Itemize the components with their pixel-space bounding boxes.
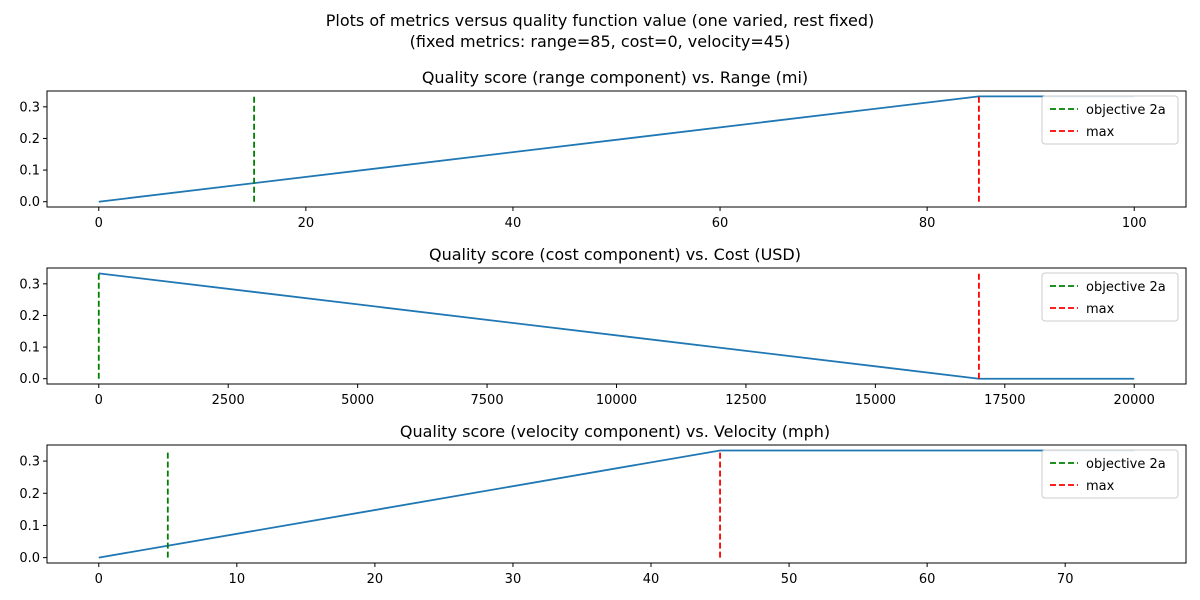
range-quality-line — [99, 96, 1134, 201]
cost-xtick-label: 12500 — [725, 393, 766, 408]
cost-subplot: Quality score (cost component) vs. Cost … — [19, 245, 1186, 408]
cost-ytick-label: 0.1 — [19, 341, 40, 356]
cost-xtick-label: 20000 — [1114, 393, 1155, 408]
cost-xtick-label: 15000 — [855, 393, 896, 408]
velocity-axes-frame — [47, 445, 1186, 563]
cost-axes-frame — [47, 268, 1186, 384]
range-xtick-label: 100 — [1122, 216, 1147, 231]
cost-xtick-label: 0 — [95, 393, 103, 408]
cost-ytick-label: 0.3 — [19, 277, 40, 292]
velocity-subplot-title: Quality score (velocity component) vs. V… — [400, 422, 830, 441]
velocity-ytick-label: 0.3 — [19, 455, 40, 470]
velocity-ytick-label: 0.0 — [19, 551, 40, 566]
cost-ytick-label: 0.2 — [19, 309, 40, 324]
cost-xtick-label: 7500 — [471, 393, 504, 408]
velocity-legend-label: objective 2a — [1086, 457, 1166, 472]
cost-legend-label: max — [1086, 302, 1115, 317]
range-xtick-label: 40 — [505, 216, 522, 231]
suptitle-line2: (fixed metrics: range=85, cost=0, veloci… — [410, 32, 791, 51]
range-xtick-label: 20 — [298, 216, 315, 231]
velocity-xtick-label: 70 — [1057, 572, 1074, 587]
velocity-xtick-label: 10 — [229, 572, 246, 587]
range-ytick-label: 0.3 — [19, 100, 40, 115]
cost-legend-label: objective 2a — [1086, 280, 1166, 295]
range-xtick-label: 60 — [712, 216, 729, 231]
velocity-subplot: Quality score (velocity component) vs. V… — [19, 422, 1186, 587]
velocity-xtick-label: 0 — [95, 572, 103, 587]
cost-xtick-label: 5000 — [341, 393, 374, 408]
velocity-quality-line — [99, 450, 1134, 557]
range-axes-frame — [47, 91, 1186, 207]
velocity-xtick-label: 20 — [367, 572, 384, 587]
cost-subplot-title: Quality score (cost component) vs. Cost … — [429, 245, 801, 264]
cost-xtick-label: 10000 — [596, 393, 637, 408]
cost-ytick-label: 0.0 — [19, 372, 40, 387]
range-legend-label: max — [1086, 125, 1115, 140]
velocity-xtick-label: 50 — [781, 572, 798, 587]
velocity-xtick-label: 30 — [505, 572, 522, 587]
suptitle-line1: Plots of metrics versus quality function… — [326, 11, 875, 30]
range-subplot-title: Quality score (range component) vs. Rang… — [422, 68, 808, 87]
range-subplot: Quality score (range component) vs. Rang… — [19, 68, 1186, 231]
range-ytick-label: 0.2 — [19, 132, 40, 147]
cost-xtick-label: 17500 — [984, 393, 1025, 408]
cost-xtick-label: 2500 — [212, 393, 245, 408]
range-ytick-label: 0.0 — [19, 195, 40, 210]
velocity-legend-label: max — [1086, 479, 1115, 494]
range-xtick-label: 0 — [95, 216, 103, 231]
range-legend-label: objective 2a — [1086, 103, 1166, 118]
range-ytick-label: 0.1 — [19, 164, 40, 179]
range-xtick-label: 80 — [919, 216, 936, 231]
velocity-xtick-label: 60 — [919, 572, 936, 587]
velocity-xtick-label: 40 — [643, 572, 660, 587]
cost-quality-line — [99, 273, 1134, 378]
velocity-ytick-label: 0.2 — [19, 487, 40, 502]
velocity-ytick-label: 0.1 — [19, 519, 40, 534]
